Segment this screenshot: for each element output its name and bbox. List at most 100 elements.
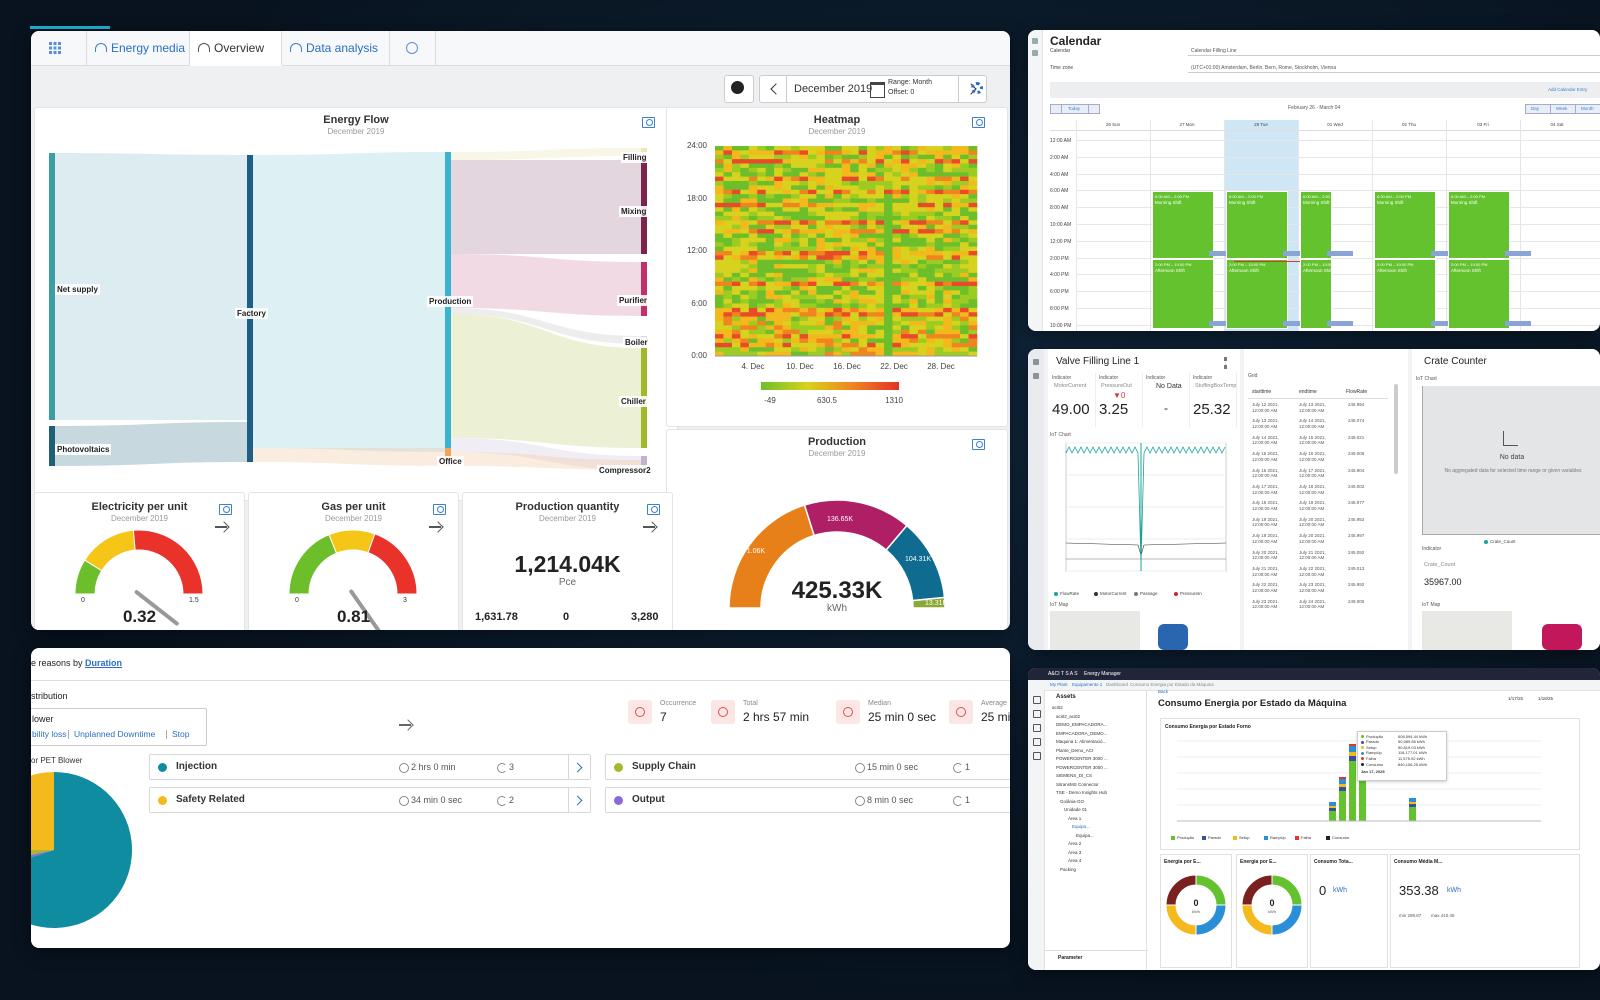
sidebar-icon[interactable] [1032,50,1038,56]
heatmap-cell [715,146,724,151]
heatmap-cell [748,264,758,269]
heatmap-cell [968,198,978,204]
event-chip [1283,250,1309,256]
heatmap-cell [875,207,885,212]
calendar-event[interactable]: 6:00 AM – 2:00 PM Morning Shift [1374,191,1436,259]
heatmap-cell [900,211,910,217]
field-input[interactable] [1188,63,1600,73]
heatmap-cell [731,216,741,221]
heatmap-cell [867,347,876,352]
heatmap-cell [960,172,969,177]
heatmap-cell [774,251,783,256]
filter-box[interactable]: lower bility loss Unplanned Downtime Stop [31,708,207,746]
heatmap-cell [960,207,969,212]
heatmap-cell [765,268,775,274]
sidebar-icon[interactable] [1033,359,1039,365]
menu-icon[interactable] [1224,357,1230,369]
heatmap-cell [968,286,978,291]
sidebar-icon[interactable] [1032,38,1038,44]
tab[interactable]: Overview [189,31,282,66]
add-tab[interactable] [389,31,436,65]
zoom-icon[interactable] [642,117,655,128]
heatmap-cell [875,347,885,352]
heatmap-cell [731,264,741,269]
heatmap-cell [968,277,978,282]
heatmap-cell [748,150,758,156]
reason-row[interactable]: Supply Chain 15 min 0 sec 1 [605,754,1010,780]
tab[interactable]: Energy media [86,31,190,65]
legend-label: RampUp [1270,835,1286,840]
heatmap-cell [917,176,927,182]
heatmap-cell [774,294,783,300]
calendar-event[interactable]: 2:00 PM – 10:00 PM Afternoon Shift [1226,258,1288,330]
heatmap-cell [748,242,758,247]
apps-icon[interactable] [49,42,61,54]
heatmap-cell [909,351,919,357]
heatmap-cell [909,233,919,239]
calendar-event[interactable]: 6:00 AM – 2:00 PM Morning Shift [1448,191,1510,259]
heatmap-cell [850,207,859,212]
heatmap-cell [926,181,936,186]
calendar-event[interactable]: 2:00 PM – 10:00 PM Afternoon Shift [1152,258,1214,330]
tab[interactable]: Data analysis [281,31,390,65]
zoom-icon[interactable] [647,504,660,515]
heatmap-cell [807,198,817,204]
calendar-event[interactable]: 2:00 PM – 10:00 PM Afternoon Shift [1448,258,1510,330]
calendar-event[interactable]: 6:00 AM – 2:00 PM Morning Shift [1300,191,1337,259]
heatmap-cell [917,286,927,291]
reason-row[interactable]: Output 8 min 0 sec 1 [605,787,1010,813]
settings-icon[interactable] [971,82,983,94]
reason-row[interactable]: Injection 2 hrs 0 min 3 [149,754,591,780]
field-input[interactable] [1188,46,1600,56]
heatmap-cell [731,246,741,252]
heatmap-cell [858,181,868,186]
heatmap-cell [968,237,978,243]
heatmap-cell [782,194,792,199]
heatmap-cell [934,255,944,261]
sidebar-icon[interactable] [1033,696,1041,704]
grid-cell: July 20 2021, 12:00:00 AM [1299,516,1326,528]
sidebar-icon[interactable] [1033,373,1039,379]
heatmap-cell [715,189,724,195]
back-link[interactable]: Back [1158,689,1169,694]
calendar-event[interactable]: 2:00 PM – 10:00 PM Afternoon Shift [1300,258,1339,330]
heatmap-cell [723,246,733,252]
heatmap-cell [757,334,767,339]
heatmap-cell [892,185,902,191]
sidebar-icon[interactable] [1033,752,1041,760]
sidebar-icon[interactable] [1033,738,1041,746]
nav-button[interactable] [1088,104,1100,114]
heatmap-cell [715,198,724,204]
zoom-icon[interactable] [972,439,985,450]
heatmap-cell [884,233,893,239]
heatmap-cell [909,342,919,348]
segment-label: 104.31K [905,556,932,563]
heatmap-cell [951,211,961,217]
duration-link[interactable]: Duration [85,658,122,668]
view-button[interactable] [1575,104,1600,114]
date-navigator[interactable]: December 2019 Range: Month Offset: 0 [759,75,987,103]
heatmap-cell [968,281,978,287]
legend-label: Produção [1177,835,1195,840]
heatmap-cell [917,154,927,160]
reason-duration: 15 min 0 sec [867,762,919,772]
heatmap-cell [968,351,978,357]
zoom-icon[interactable] [972,117,985,128]
reason-row[interactable]: Safety Related 34 min 0 sec 2 [149,787,591,813]
heatmap-cell [807,259,817,265]
bar-segment [1349,756,1356,761]
sidebar-icon[interactable] [1033,710,1041,718]
heatmap-cell [909,150,919,156]
heatmap-cell [892,189,902,195]
heatmap-cell [731,211,741,217]
heatmap-cell [765,321,775,326]
calendar-event[interactable]: 6:00 AM – 2:00 PM Morning Shift [1226,191,1288,259]
calendar-event[interactable]: 2:00 PM – 10:00 PM Afternoon Shift [1374,258,1436,330]
tree-item: Área 1 [1068,815,1082,821]
calendar-event[interactable]: 6:00 AM – 2:00 PM Morning Shift [1152,191,1214,259]
zoom-icon[interactable] [433,504,446,515]
heatmap-cell [934,338,944,344]
zoom-icon[interactable] [219,504,232,515]
flow-band [55,422,247,466]
sidebar-icon[interactable] [1033,724,1041,732]
